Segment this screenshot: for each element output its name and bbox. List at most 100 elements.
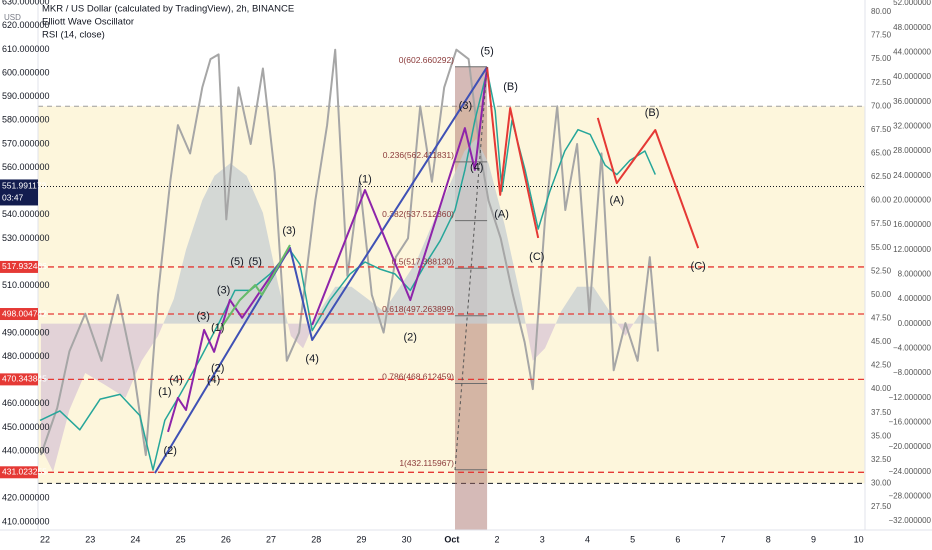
y2-tick-label: 42.50 bbox=[871, 361, 892, 370]
y2-tick-label: 62.50 bbox=[871, 172, 892, 181]
y-tick-label: 560.000000 bbox=[2, 162, 50, 172]
x-tick-label: Oct bbox=[444, 534, 459, 544]
wave-label: (2) bbox=[404, 332, 417, 344]
y2-tick-label: 77.50 bbox=[871, 31, 892, 40]
y2-tick-label: 50.00 bbox=[871, 290, 892, 299]
y2-tick-label: 80.00 bbox=[871, 7, 892, 16]
right-axis-panel bbox=[865, 0, 932, 530]
currency-label: USD bbox=[4, 13, 21, 22]
y2-tick-label: 70.00 bbox=[871, 101, 892, 110]
last-price-tag bbox=[0, 179, 38, 206]
x-tick-label: 22 bbox=[40, 534, 50, 544]
y-tick-label: 410.000000 bbox=[2, 516, 50, 526]
level-tag-label: 498.004742 bbox=[2, 308, 47, 318]
plot-area: 0(602.660292) 0.236(562.411831) 0.382(537.… bbox=[38, 46, 865, 530]
chart-title: MKR / US Dollar (calculated by TradingVi… bbox=[42, 4, 294, 15]
y-tick-label: 460.000000 bbox=[2, 398, 50, 408]
y2-tick-label: 27.50 bbox=[871, 502, 892, 511]
wave-label: (C) bbox=[691, 261, 706, 273]
y3-tick-label: 36.000000 bbox=[893, 97, 931, 106]
wave-label: (4) bbox=[169, 374, 182, 386]
wave-label: (3) bbox=[459, 100, 472, 112]
wave-line bbox=[454, 67, 488, 471]
y3-tick-label: −32.000000 bbox=[889, 516, 932, 525]
indicator-name: Elliott Wave Oscillator bbox=[42, 17, 134, 28]
y-tick-label: 570.000000 bbox=[2, 138, 50, 148]
y-tick-label: 440.000000 bbox=[2, 445, 50, 455]
countdown-label: 03:47 bbox=[2, 193, 24, 203]
y3-tick-label: 52.000000 bbox=[893, 0, 931, 7]
level-tag-label: 517.932486 bbox=[2, 261, 47, 271]
y-tick-label: 470.000000 bbox=[2, 375, 50, 385]
y3-tick-label: 40.000000 bbox=[893, 72, 931, 81]
y-tick-label: 430.000000 bbox=[2, 469, 50, 479]
wave-line bbox=[596, 117, 700, 249]
oscillator-negative bbox=[40, 323, 658, 472]
fib-level-label: 1(432.115967) bbox=[399, 458, 454, 468]
y-tick-label: 450.000000 bbox=[2, 422, 50, 432]
y-tick-label: 580.000000 bbox=[2, 115, 50, 125]
wave-label: (B) bbox=[503, 81, 518, 93]
level-tag bbox=[0, 373, 38, 386]
y-tick-label: 630.000000 bbox=[2, 0, 50, 7]
y2-tick-label: 67.50 bbox=[871, 125, 892, 134]
wave-label: (5) bbox=[248, 256, 261, 268]
wave-label: (4) bbox=[207, 374, 220, 386]
x-tick-label: 5 bbox=[630, 534, 635, 544]
wave-label: (5) bbox=[230, 256, 243, 268]
y-tick-label: 520.000000 bbox=[2, 256, 50, 266]
wave-label: (5) bbox=[480, 46, 493, 58]
y3-tick-label: −12.000000 bbox=[889, 393, 932, 402]
y2-tick-label: 35.00 bbox=[871, 431, 892, 440]
x-tick-label: 9 bbox=[811, 534, 816, 544]
price-line bbox=[39, 69, 656, 471]
wave-label: (1) bbox=[158, 386, 171, 398]
y3-tick-label: 32.000000 bbox=[893, 121, 931, 130]
indicator-name: RSI (14, close) bbox=[42, 30, 105, 41]
y3-tick-label: −20.000000 bbox=[889, 442, 932, 451]
x-tick-label: 10 bbox=[854, 534, 864, 544]
fib-level-label: 0.786(468.612459) bbox=[382, 372, 454, 382]
wave-line bbox=[219, 244, 291, 331]
y3-tick-label: 4.000000 bbox=[898, 294, 932, 303]
y-tick-label: 510.000000 bbox=[2, 280, 50, 290]
y-tick-label: 530.000000 bbox=[2, 233, 50, 243]
wave-label: (B) bbox=[645, 107, 660, 119]
x-tick-label: 8 bbox=[766, 534, 771, 544]
y3-tick-label: 8.000000 bbox=[898, 269, 932, 278]
y-tick-label: 480.000000 bbox=[2, 351, 50, 361]
wave-label: (C) bbox=[529, 251, 544, 263]
wave-label: (3) bbox=[196, 310, 209, 322]
y2-tick-label: 32.50 bbox=[871, 455, 892, 464]
y-tick-label: 590.000000 bbox=[2, 91, 50, 101]
wave-label: (2) bbox=[163, 445, 176, 457]
y3-tick-label: 12.000000 bbox=[893, 245, 931, 254]
y3-tick-label: −28.000000 bbox=[889, 491, 932, 500]
y-tick-label: 550.000000 bbox=[2, 186, 50, 196]
y2-tick-label: 55.00 bbox=[871, 243, 892, 252]
y3-tick-label: 28.000000 bbox=[893, 146, 931, 155]
y-tick-label: 610.000000 bbox=[2, 44, 50, 54]
y3-tick-label: 44.000000 bbox=[893, 47, 931, 56]
y2-tick-label: 52.50 bbox=[871, 266, 892, 275]
y2-tick-label: 60.00 bbox=[871, 196, 892, 205]
level-tag-label: 470.343845 bbox=[2, 374, 47, 384]
rsi-line bbox=[39, 48, 659, 457]
x-tick-label: 28 bbox=[311, 534, 321, 544]
y3-tick-label: 24.000000 bbox=[893, 171, 931, 180]
last-price-label: 551.991173 bbox=[2, 181, 47, 191]
wave-line bbox=[486, 66, 540, 239]
wave-label: (4) bbox=[470, 161, 483, 173]
y3-tick-label: 16.000000 bbox=[893, 220, 931, 229]
x-tick-label: 24 bbox=[130, 534, 140, 544]
wave-label: (A) bbox=[494, 209, 509, 221]
wave-label: (3) bbox=[282, 225, 295, 237]
wave-label: (1) bbox=[358, 173, 371, 185]
y2-tick-label: 37.50 bbox=[871, 408, 892, 417]
wave-line bbox=[154, 66, 488, 474]
level-tag bbox=[0, 466, 38, 479]
x-tick-label: 3 bbox=[540, 534, 545, 544]
y2-tick-label: 40.00 bbox=[871, 384, 892, 393]
